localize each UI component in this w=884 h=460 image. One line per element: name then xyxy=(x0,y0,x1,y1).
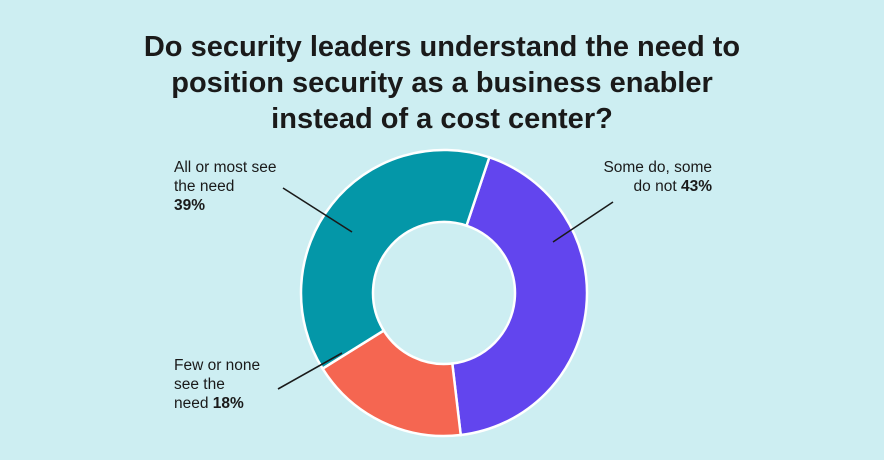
label-all-or-most-line-1: All or most see xyxy=(174,159,277,176)
donut-slices xyxy=(299,148,589,438)
slice-label-few-or-none: Few or none see the need 18% xyxy=(174,357,260,412)
label-few-or-none-line-3: need 18% xyxy=(174,395,244,412)
slice-all-or-most xyxy=(299,148,491,371)
label-some-do-text: do not xyxy=(634,178,678,195)
label-all-or-most-line-2: the need xyxy=(174,178,234,195)
chart-title: Do security leaders understand the need … xyxy=(144,31,740,135)
label-few-or-none-value: 18% xyxy=(213,395,244,412)
label-some-do-line-1: Some do, some xyxy=(603,159,712,176)
title-line-3: instead of a cost center? xyxy=(271,103,613,135)
label-all-or-most-value: 39% xyxy=(174,197,205,214)
label-some-do-value: 43% xyxy=(681,178,712,195)
leader-line-few-or-none xyxy=(277,352,343,390)
title-line-1: Do security leaders understand the need … xyxy=(144,31,740,63)
title-line-2: position security as a business enabler xyxy=(171,67,713,99)
label-few-or-none-line-1: Few or none xyxy=(174,357,260,374)
label-few-or-none-text: need xyxy=(174,395,208,412)
slice-label-some-do: Some do, some do not 43% xyxy=(603,159,712,195)
slice-some-do xyxy=(450,155,589,437)
slice-few-or-none xyxy=(320,328,463,438)
leader-line-all-or-most xyxy=(282,187,353,233)
slice-label-all-or-most: All or most see the need 39% xyxy=(174,159,277,214)
label-some-do-line-2: do not 43% xyxy=(634,178,713,195)
leader-line-some-do xyxy=(552,201,614,243)
label-few-or-none-line-2: see the xyxy=(174,376,225,393)
